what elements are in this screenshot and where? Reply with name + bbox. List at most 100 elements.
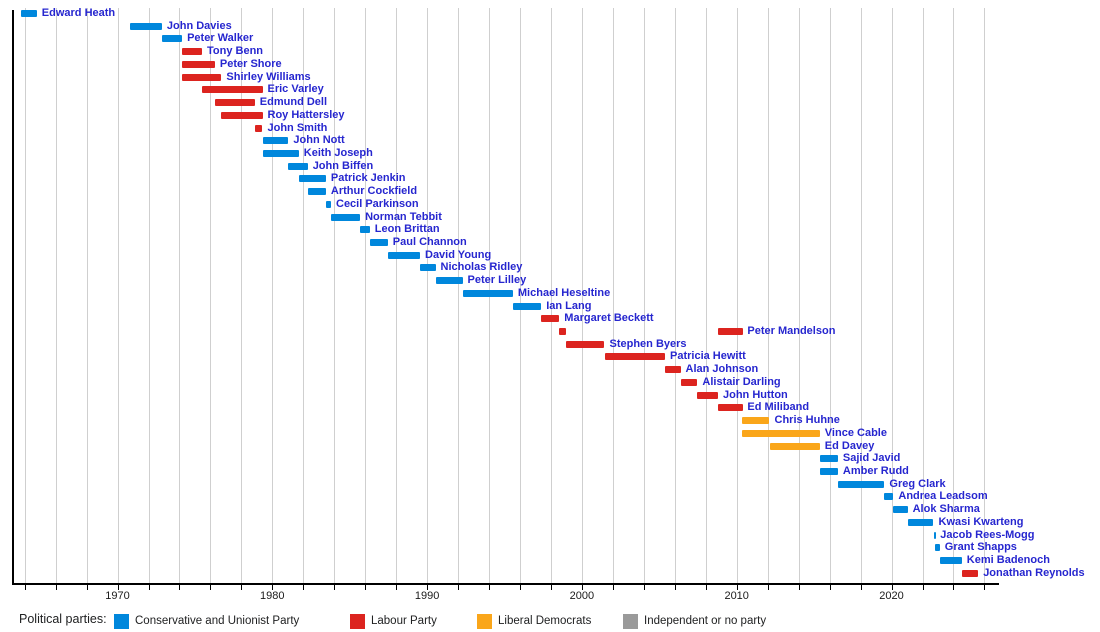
term-bar bbox=[202, 86, 263, 94]
person-label[interactable]: Chris Huhne bbox=[774, 414, 840, 426]
term-bar bbox=[221, 111, 263, 119]
person-label[interactable]: Ed Miliband bbox=[747, 401, 810, 414]
gridline bbox=[458, 8, 460, 583]
term-bar bbox=[435, 277, 463, 285]
axis-tick bbox=[798, 585, 800, 590]
person-label[interactable]: Grant Shapps bbox=[944, 541, 1017, 554]
person-label[interactable]: Peter Mandelson bbox=[747, 325, 836, 337]
gridline bbox=[427, 8, 429, 583]
gridline bbox=[829, 8, 831, 583]
axis-tick bbox=[241, 585, 243, 590]
term-bar bbox=[884, 493, 894, 501]
term-bar bbox=[360, 226, 370, 234]
axis-tick bbox=[891, 585, 893, 590]
gridline bbox=[984, 8, 986, 583]
person-label[interactable]: Nicholas Ridley bbox=[440, 261, 523, 274]
y-axis-line bbox=[12, 10, 14, 583]
term-bar bbox=[680, 378, 698, 386]
person-label[interactable]: John Biffen bbox=[312, 159, 374, 172]
gridline bbox=[612, 8, 614, 583]
person-label[interactable]: Sajid Javid bbox=[842, 452, 901, 465]
person-label[interactable]: John Hutton bbox=[723, 388, 788, 401]
term-bar bbox=[742, 417, 770, 424]
person-label[interactable]: Patrick Jenkin bbox=[330, 172, 406, 185]
person-label[interactable]: Stephen Byers bbox=[609, 337, 687, 350]
person-label[interactable]: Jacob Rees-Mogg bbox=[940, 528, 1035, 541]
person-label[interactable]: Arthur Cockfield bbox=[330, 185, 418, 198]
term-bar bbox=[718, 328, 743, 335]
axis-tick bbox=[334, 585, 336, 590]
axis-tick bbox=[117, 585, 119, 590]
axis-tick bbox=[767, 585, 769, 590]
term-bar bbox=[961, 569, 979, 577]
person-label[interactable]: Greg Clark bbox=[889, 477, 946, 490]
person-label[interactable]: Edward Heath bbox=[41, 7, 116, 19]
person-label[interactable]: Cecil Parkinson bbox=[336, 197, 419, 210]
gridline bbox=[550, 8, 552, 583]
person-label[interactable]: Leon Brittan bbox=[374, 223, 440, 236]
axis-tick-label: 1970 bbox=[105, 590, 130, 602]
person-label[interactable]: John Smith bbox=[267, 121, 328, 134]
term-bar bbox=[819, 455, 838, 463]
person-label[interactable]: Amber Rudd bbox=[842, 464, 909, 477]
person-label[interactable]: Alok Sharma bbox=[912, 503, 980, 516]
person-label[interactable]: Peter Lilley bbox=[467, 274, 527, 287]
person-label[interactable]: Margaret Beckett bbox=[564, 312, 654, 325]
gridline bbox=[55, 8, 57, 583]
person-label[interactable]: Tony Benn bbox=[207, 45, 264, 58]
person-label[interactable]: Shirley Williams bbox=[226, 70, 311, 83]
person-label[interactable]: David Young bbox=[425, 248, 492, 261]
person-label[interactable]: Ed Davey bbox=[824, 439, 875, 452]
axis-tick bbox=[272, 585, 274, 590]
term-bar bbox=[939, 557, 962, 564]
person-label[interactable]: Paul Channon bbox=[392, 236, 467, 248]
person-label[interactable]: Alistair Darling bbox=[702, 375, 781, 388]
person-label[interactable]: Jonathan Reynolds bbox=[983, 566, 1085, 579]
person-label[interactable]: Eric Varley bbox=[267, 83, 324, 96]
person-label[interactable]: Kemi Badenoch bbox=[966, 554, 1050, 566]
axis-tick bbox=[427, 585, 429, 590]
person-label[interactable]: Roy Hattersley bbox=[267, 108, 345, 121]
term-bar bbox=[907, 518, 934, 526]
term-bar bbox=[262, 149, 299, 157]
term-bar bbox=[697, 391, 718, 399]
gridline bbox=[148, 8, 150, 583]
conservative-color-swatch bbox=[114, 614, 129, 629]
person-label[interactable]: Patricia Hewitt bbox=[670, 350, 746, 363]
person-label[interactable]: Keith Joseph bbox=[303, 146, 373, 159]
person-label[interactable]: Michael Heseltine bbox=[517, 286, 611, 299]
gridline bbox=[674, 8, 676, 583]
axis-tick-label: 2020 bbox=[879, 590, 904, 602]
axis-tick-label: 1990 bbox=[414, 590, 440, 602]
term-bar bbox=[331, 213, 361, 221]
person-label[interactable]: Ian Lang bbox=[546, 299, 592, 312]
axis-tick bbox=[581, 585, 583, 590]
person-label[interactable]: Edmund Dell bbox=[259, 96, 328, 108]
term-bar bbox=[837, 480, 885, 488]
person-label[interactable]: John Nott bbox=[293, 134, 345, 147]
person-label[interactable]: Norman Tebbit bbox=[365, 210, 442, 223]
term-bar bbox=[541, 315, 560, 323]
term-bar bbox=[21, 10, 37, 17]
gridline bbox=[24, 8, 26, 583]
axis-tick bbox=[55, 585, 57, 590]
person-label[interactable]: Peter Shore bbox=[219, 57, 282, 70]
gridline bbox=[396, 8, 398, 583]
axis-tick bbox=[489, 585, 490, 590]
term-bar bbox=[298, 175, 326, 183]
person-label[interactable]: Vince Cable bbox=[824, 426, 887, 439]
person-label[interactable]: Andrea Leadsom bbox=[898, 490, 988, 503]
person-label[interactable]: Alan Johnson bbox=[685, 363, 759, 376]
term-bar bbox=[182, 73, 222, 81]
person-label[interactable]: John Davies bbox=[166, 19, 232, 32]
person-label[interactable]: Peter Walker bbox=[187, 32, 254, 45]
term-bar bbox=[420, 264, 436, 272]
axis-tick-label: 1980 bbox=[260, 590, 285, 602]
axis-tick bbox=[179, 585, 181, 590]
gridline bbox=[736, 8, 738, 583]
gridline bbox=[581, 8, 583, 583]
independent-color-swatch bbox=[623, 614, 638, 629]
person-label[interactable]: Kwasi Kwarteng bbox=[938, 515, 1024, 528]
gridline bbox=[117, 8, 119, 583]
